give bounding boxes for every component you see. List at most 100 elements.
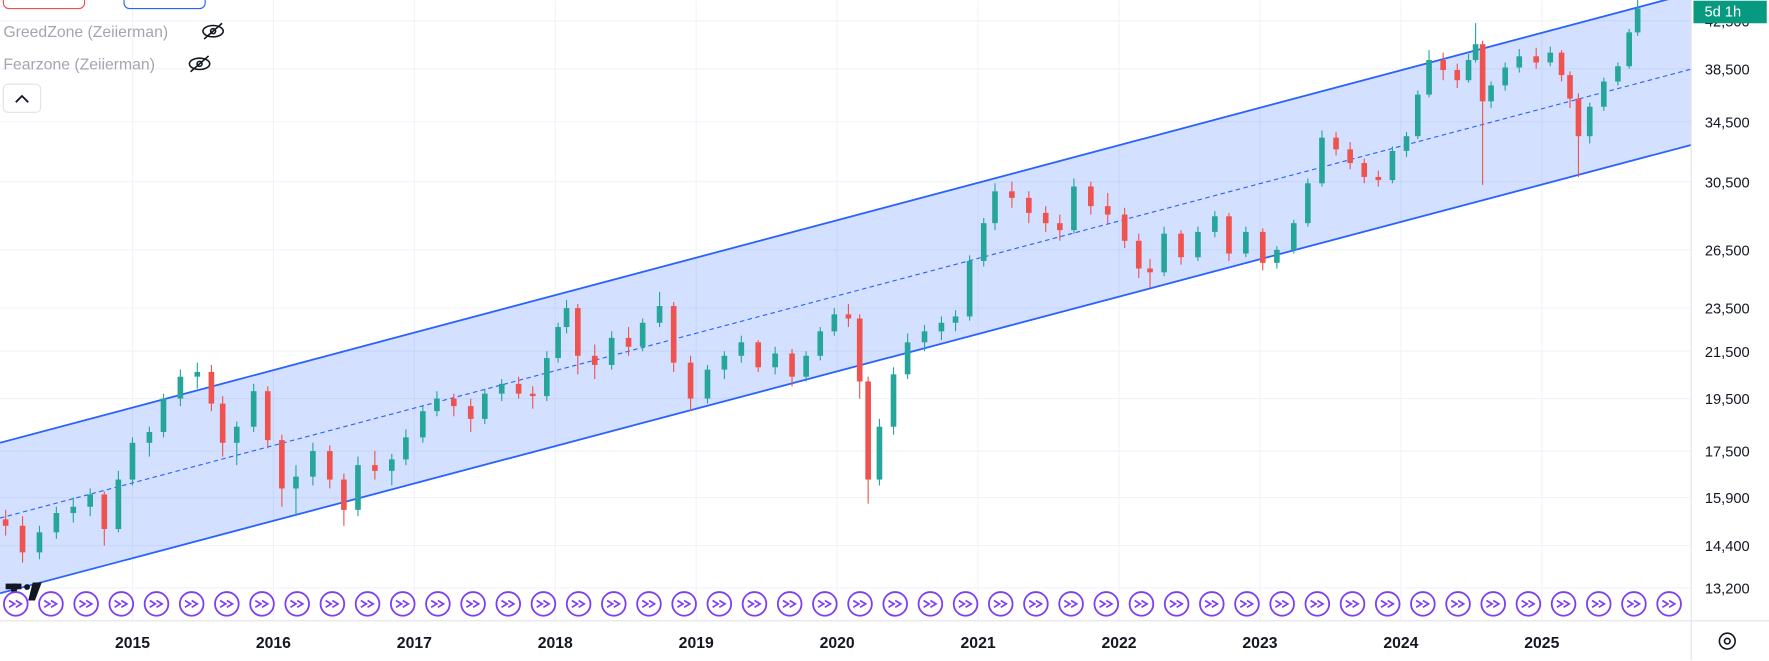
event-icon[interactable] [1445, 591, 1471, 617]
candle-body [1375, 176, 1382, 181]
event-icon[interactable] [882, 591, 908, 617]
event-icon[interactable] [38, 591, 64, 617]
event-icon[interactable] [1199, 591, 1225, 617]
event-icon[interactable] [1656, 591, 1682, 617]
candle-body [1601, 81, 1607, 107]
event-icon[interactable] [636, 591, 662, 617]
event-icon[interactable] [1339, 591, 1366, 617]
candle-body [1121, 214, 1128, 241]
candle-body [129, 442, 136, 480]
event-icon[interactable] [530, 591, 557, 617]
event-icon-arrow [923, 599, 938, 609]
event-icon[interactable] [1093, 591, 1120, 617]
event-icon[interactable] [952, 591, 979, 617]
event-icon[interactable] [1550, 591, 1577, 617]
event-icon-arrow [465, 599, 481, 609]
event-icon[interactable] [847, 591, 873, 617]
event-icon[interactable] [1586, 591, 1612, 617]
event-icon[interactable] [671, 591, 697, 617]
event-icon[interactable] [1163, 591, 1190, 617]
event-icon[interactable] [706, 591, 733, 617]
event-icon[interactable] [73, 591, 99, 617]
visibility-icon[interactable] [202, 22, 225, 40]
event-icon[interactable] [178, 591, 205, 617]
candle-body [1479, 44, 1486, 102]
event-icon[interactable] [565, 591, 592, 617]
event-icon[interactable] [319, 591, 346, 617]
candle-body [992, 191, 998, 224]
event-icon[interactable] [917, 591, 944, 617]
event-icon-arrow [1415, 599, 1431, 609]
collapse-button[interactable] [2, 83, 42, 113]
event-icon[interactable] [1269, 591, 1295, 617]
event-icon[interactable] [3, 591, 29, 617]
event-icon[interactable] [1621, 591, 1647, 617]
event-icon-arrow [1450, 599, 1466, 609]
y-tick-label: 19,500 [1705, 392, 1750, 408]
event-icon[interactable] [1480, 591, 1506, 617]
event-icon[interactable] [1410, 591, 1436, 617]
event-icon[interactable] [460, 591, 486, 617]
x-tick-label: 2015 [115, 635, 150, 652]
event-icon[interactable] [1058, 591, 1084, 617]
event-icon-arrow [1239, 599, 1255, 609]
event-icon[interactable] [1234, 591, 1260, 617]
event-icon[interactable] [214, 591, 240, 617]
event-icon[interactable] [354, 591, 381, 617]
candle-body [19, 525, 26, 553]
event-icon[interactable] [249, 591, 275, 617]
candle-body [1195, 231, 1201, 258]
event-icon-arrow [1661, 599, 1677, 609]
event-icon[interactable] [284, 591, 310, 617]
candle-body [789, 353, 795, 377]
event-icon[interactable] [776, 591, 803, 617]
candle-body [1558, 52, 1565, 76]
event-icon-arrow [78, 599, 94, 609]
event-icon-arrow [1134, 599, 1149, 609]
candle-body [264, 391, 271, 441]
event-icon-arrow [536, 599, 551, 609]
candle-body [1634, 8, 1641, 33]
candle-body [1243, 231, 1249, 254]
candle-body [1178, 233, 1184, 258]
candle-body [87, 494, 94, 507]
visibility-icon[interactable] [188, 55, 211, 73]
candle-body [160, 398, 167, 433]
x-tick-label: 2022 [1101, 635, 1136, 652]
settings-icon[interactable] [1718, 632, 1736, 650]
hidden-button[interactable] [123, 0, 206, 10]
candle-body [355, 465, 361, 510]
event-icon[interactable] [1515, 591, 1542, 617]
event-icon-arrow [501, 599, 516, 609]
candle-body [591, 355, 598, 365]
event-icon[interactable] [1374, 591, 1401, 617]
y-tick-label: 34,500 [1705, 116, 1750, 132]
candle-body [250, 391, 257, 427]
y-tick-label: 30,500 [1705, 175, 1750, 191]
candle-body [1147, 268, 1153, 273]
x-tick-label: 2018 [538, 635, 573, 652]
event-icon[interactable] [425, 591, 451, 617]
event-icon-arrow [712, 599, 727, 609]
candle-body [341, 479, 347, 510]
event-icon[interactable] [1304, 591, 1331, 617]
event-icon[interactable] [143, 591, 170, 617]
event-icon[interactable] [495, 591, 522, 617]
hidden-button[interactable] [2, 0, 86, 10]
candle-body [1161, 233, 1167, 273]
event-icon[interactable] [108, 591, 135, 617]
event-icon[interactable] [1128, 591, 1155, 617]
event-icon[interactable] [1023, 591, 1049, 617]
event-icon[interactable] [988, 591, 1014, 617]
candle-body [980, 223, 987, 261]
event-icon[interactable] [601, 591, 627, 617]
x-tick-label: 2025 [1524, 635, 1559, 652]
event-icon[interactable] [812, 591, 838, 617]
candle-body [115, 479, 122, 530]
event-icon[interactable] [741, 591, 768, 617]
y-tick-label: 14,400 [1705, 539, 1750, 555]
event-icon[interactable] [389, 591, 416, 617]
candle-body [952, 316, 959, 323]
